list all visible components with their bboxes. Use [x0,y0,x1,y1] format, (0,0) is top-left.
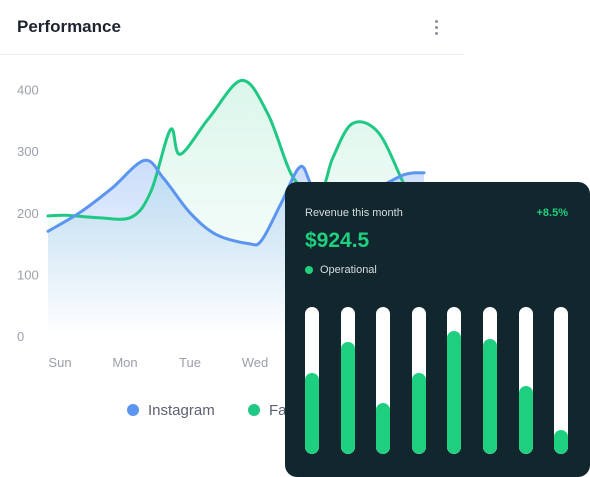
legend-dot-fa [248,404,260,416]
page-title: Performance [17,17,121,36]
revenue-bar-track [519,307,533,454]
legend-dot-instagram [127,404,139,416]
status-dot-icon [305,266,313,274]
y-tick-label: 0 [17,329,24,344]
revenue-bar-fill [305,373,319,454]
revenue-bar-track [554,307,568,454]
x-tick-label: Tue [179,355,201,370]
revenue-bar-track [483,307,497,454]
y-tick-label: 100 [17,267,39,282]
revenue-value: $924.5 [305,229,370,252]
x-tick-label: Mon [112,355,137,370]
revenue-bar-track [305,307,319,454]
revenue-bar-fill [376,402,390,454]
revenue-bar-fill [412,373,426,454]
revenue-bar-track [447,307,461,454]
revenue-card: Revenue this month +8.5% $924.5 Operatio… [285,182,590,477]
more-options-icon[interactable] [428,16,444,38]
y-tick-label: 300 [17,144,39,159]
revenue-bar-track [412,307,426,454]
legend-label-fa: Fa [269,401,287,419]
series-line-fa [46,78,419,221]
revenue-bar-fill [483,339,497,454]
revenue-bar-track [341,307,355,454]
status-indicator: Operational [305,264,377,276]
revenue-bar-track [376,307,390,454]
revenue-label: Revenue this month [305,207,403,219]
status-text: Operational [320,264,377,276]
legend-item-fa[interactable]: Fa [248,400,287,420]
revenue-bar-fill [519,386,533,454]
revenue-bar-fill [447,330,461,454]
revenue-bar-fill [554,430,568,454]
legend-item-instagram[interactable]: Instagram [127,400,215,420]
y-tick-label: 200 [17,206,39,221]
revenue-change-badge: +8.5% [536,207,569,219]
header-divider [0,54,464,55]
x-tick-label: Wed [242,355,269,370]
legend-label-instagram: Instagram [148,401,215,419]
revenue-bar-fill [341,342,355,454]
y-tick-label: 400 [17,83,39,98]
x-tick-label: Sun [48,355,71,370]
